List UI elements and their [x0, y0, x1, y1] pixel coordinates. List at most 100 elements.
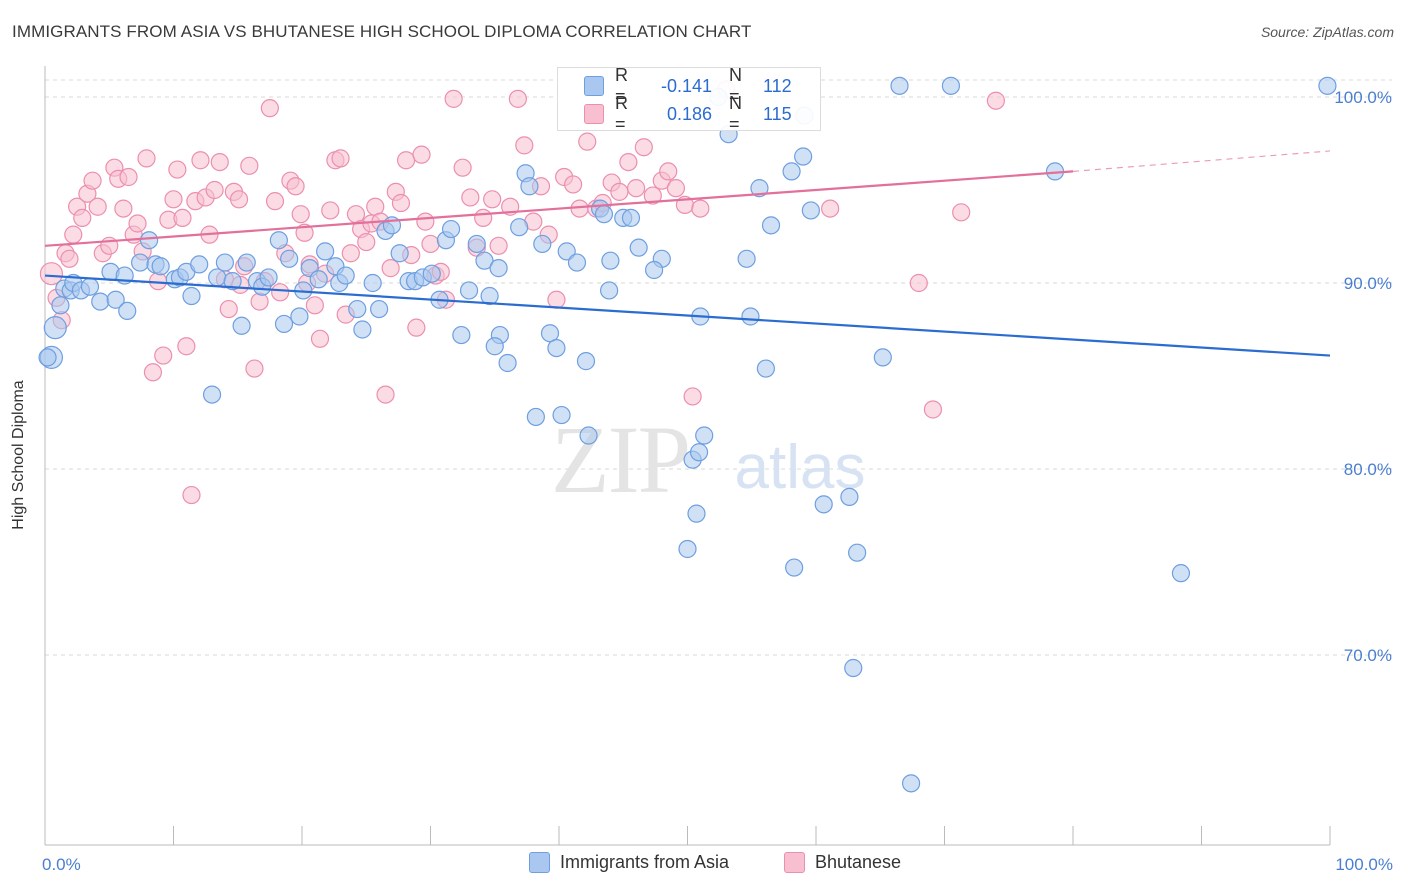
point-bhutanese [407, 318, 426, 337]
point-immigrants-from-asia [223, 272, 242, 291]
point-immigrants-from-asia [761, 216, 781, 235]
point-immigrants-from-asia [467, 234, 486, 254]
point-bhutanese [265, 192, 285, 211]
point-immigrants-from-asia [274, 314, 294, 334]
y-tick-label: 80.0% [1344, 460, 1392, 479]
point-bhutanese [643, 186, 662, 205]
legend-item-bhutanese[interactable]: Bhutanese [784, 852, 901, 873]
point-bhutanese [391, 193, 411, 213]
point-bhutanese [444, 89, 463, 108]
point-immigrants-from-asia [259, 268, 278, 287]
point-bhutanese [219, 299, 238, 319]
point-immigrants-from-asia [750, 179, 769, 198]
point-immigrants-from-asia [600, 281, 619, 300]
point-bhutanese [210, 153, 229, 172]
point-immigrants-from-asia [844, 658, 863, 678]
point-immigrants-from-asia [557, 242, 576, 261]
point-immigrants-from-asia [190, 255, 209, 274]
point-bhutanese [250, 292, 269, 311]
point-immigrants-from-asia [1171, 564, 1191, 583]
trend-line-bhutanese [44, 170, 1074, 247]
point-immigrants-from-asia [567, 253, 587, 272]
point-bhutanese [295, 223, 314, 242]
point-immigrants-from-asia [130, 253, 150, 272]
point-bhutanese [260, 99, 279, 118]
point-immigrants-from-asia [390, 244, 409, 263]
point-bhutanese [923, 400, 943, 419]
point-bhutanese [461, 188, 480, 207]
point-bhutanese [271, 283, 290, 302]
point-immigrants-from-asia [644, 260, 664, 280]
point-bhutanese [659, 162, 678, 181]
point-bhutanese [341, 244, 360, 263]
point-bhutanese [310, 329, 330, 348]
series-legend: Immigrants from Asia Bhutanese [0, 852, 1406, 876]
point-bhutanese [396, 151, 416, 170]
point-bhutanese [321, 201, 340, 220]
point-immigrants-from-asia [232, 316, 251, 335]
point-bhutanese [286, 177, 305, 196]
axes [44, 66, 1331, 846]
point-bhutanese [412, 145, 431, 164]
point-bhutanese [952, 203, 971, 222]
point-bhutanese [626, 179, 646, 198]
point-bhutanese [376, 385, 395, 404]
point-bhutanese [143, 363, 163, 382]
point-bhutanese [177, 337, 196, 356]
point-bhutanese [474, 208, 493, 227]
point-immigrants-from-asia [316, 242, 335, 261]
point-immigrants-from-asia [309, 270, 328, 289]
point-bhutanese [578, 132, 597, 151]
trend-line-bhutanese-extension [1072, 150, 1331, 172]
legend-swatch-bhutanese [784, 852, 805, 873]
legend-r-label: R = [615, 65, 628, 106]
point-immigrants-from-asia [520, 177, 539, 196]
point-immigrants-from-asia [348, 299, 367, 319]
point-immigrants-from-asia [756, 359, 775, 378]
point-immigrants-from-asia [151, 257, 170, 276]
point-immigrants-from-asia [489, 259, 508, 278]
point-immigrants-from-asia [848, 543, 867, 562]
point-bhutanese [39, 262, 64, 286]
point-immigrants-from-asia [459, 281, 479, 300]
legend-label-bhutanese: Bhutanese [815, 852, 902, 872]
point-immigrants-from-asia [510, 218, 529, 237]
point-bhutanese [416, 212, 435, 231]
point-immigrants-from-asia [139, 231, 159, 250]
point-bhutanese [119, 167, 138, 187]
legend-swatch-bhutanese [584, 104, 604, 124]
point-bhutanese [610, 182, 629, 201]
point-immigrants-from-asia [533, 234, 552, 254]
point-immigrants-from-asia [794, 147, 813, 166]
point-bhutanese [909, 273, 928, 293]
point-immigrants-from-asia [422, 264, 441, 283]
point-immigrants-from-asia [840, 487, 859, 506]
point-bhutanese [245, 359, 264, 378]
point-immigrants-from-asia [182, 286, 201, 306]
point-immigrants-from-asia [890, 76, 909, 95]
watermark: ZIP atlas [551, 406, 865, 513]
point-bhutanese [291, 205, 310, 224]
point-bhutanese [986, 91, 1006, 110]
point-immigrants-from-asia [941, 76, 961, 95]
watermark-zip: ZIP [551, 406, 689, 513]
y-tick-label: 70.0% [1344, 646, 1392, 665]
point-immigrants-from-asia [118, 301, 137, 320]
point-bhutanese [73, 208, 92, 227]
point-immigrants-from-asia [678, 539, 697, 559]
legend-n-value: 115 [763, 103, 792, 124]
point-immigrants-from-asia [280, 249, 299, 268]
point-immigrants-from-asia [353, 320, 372, 339]
point-immigrants-from-asia [498, 353, 517, 373]
legend-label-asia: Immigrants from Asia [560, 852, 730, 872]
point-bhutanese [182, 485, 201, 505]
point-bhutanese [489, 236, 508, 255]
point-bhutanese [64, 225, 83, 244]
point-bhutanese [381, 259, 400, 278]
point-bhutanese [60, 249, 79, 268]
trend-line-asia [44, 274, 1331, 357]
point-immigrants-from-asia [552, 405, 571, 425]
legend-item-asia[interactable]: Immigrants from Asia [529, 852, 729, 873]
point-immigrants-from-asia [601, 251, 620, 270]
point-immigrants-from-asia [814, 495, 833, 514]
